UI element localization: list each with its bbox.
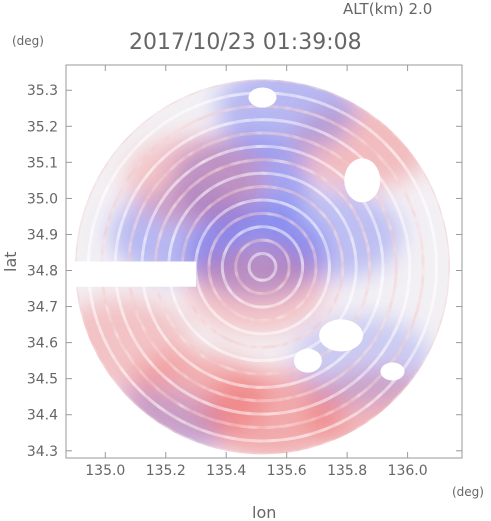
no-echo-gap [380,362,405,381]
y-tick-label: 34.5 [27,372,58,388]
no-echo-gap [293,348,322,373]
x-tick-label: 135.4 [206,463,246,479]
x-tick-label: 136.0 [388,463,428,479]
y-tick-label: 34.7 [27,300,58,316]
x-axis: 135.0 135.2 135.4 135.6 135.8 136.0 [85,65,428,479]
x-tick-label: 135.0 [85,463,125,479]
x-tick-label: 135.6 [267,463,307,479]
y-tick-label: 34.6 [27,336,58,352]
range-ring [207,211,318,322]
y-tick-label: 35.2 [27,119,58,135]
range-ring [247,252,278,282]
y-unit-label: (deg) [12,34,44,48]
y-tick-label: 34.4 [27,408,58,424]
x-axis-title: lon [252,503,276,521]
no-echo-gap [344,158,381,203]
x-unit-label: (deg) [452,485,484,499]
plot-area [66,79,450,455]
y-axis-title: lat [1,251,20,272]
altitude-label: ALT(km) 2.0 [343,0,432,18]
y-tick-label: 35.1 [27,155,58,171]
y-tick-label: 35.0 [27,191,58,207]
y-axis: 34.3 34.4 34.5 34.6 34.7 34.8 34.9 35.0 35.1 35.2… [27,83,462,460]
timestamp-title: 2017/10/23 01:39:08 [129,30,362,55]
y-tick-label: 34.8 [27,264,58,280]
no-echo-gap [248,87,277,108]
range-ring [220,225,305,309]
y-tick-label: 35.3 [27,83,58,99]
x-tick-label: 135.8 [327,463,367,479]
no-echo-gap [319,319,364,352]
blank-sector-west [66,261,196,287]
range-ring [234,238,291,296]
x-tick-label: 135.2 [146,463,186,479]
plot-frame [65,64,463,459]
y-tick-label: 34.3 [27,444,58,460]
no-echo-gaps [248,87,405,381]
y-tick-label: 34.9 [27,227,58,243]
